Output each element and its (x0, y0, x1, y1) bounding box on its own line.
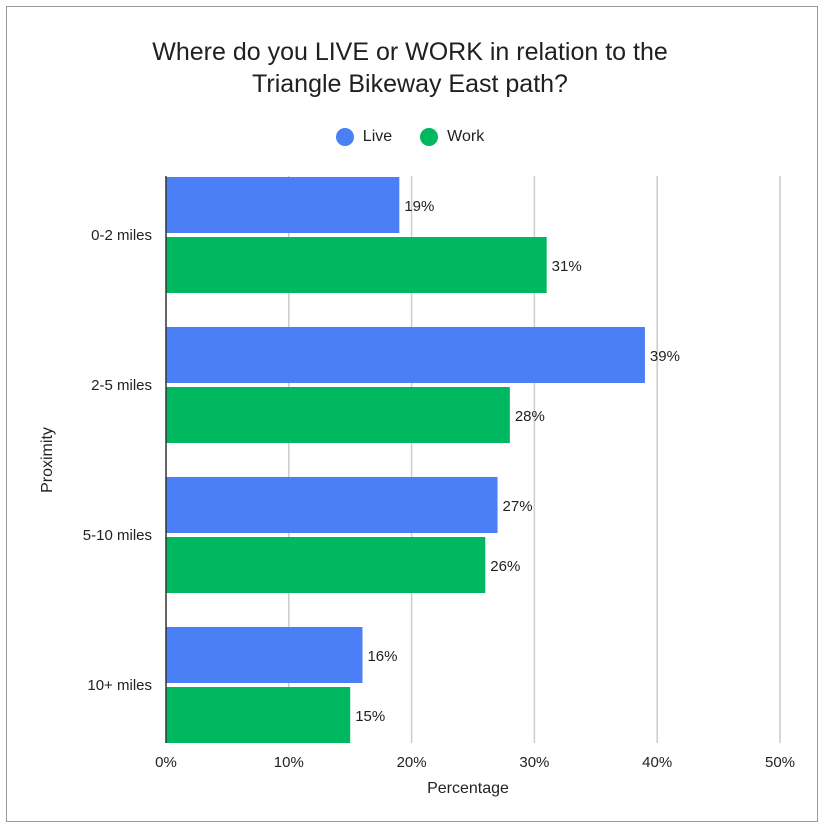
category-label-0: 0-2 miles (91, 227, 152, 244)
legend-label-live: Live (362, 128, 393, 145)
legend-item-work: Work (420, 128, 484, 146)
bar-work-1 (166, 387, 510, 443)
bar-live-1 (166, 327, 645, 383)
bar-live-3 (166, 627, 363, 683)
data-label-live-0: 19% (404, 198, 434, 215)
x-tick-label-10: 10% (274, 754, 304, 771)
data-label-live-2: 27% (503, 498, 533, 515)
legend-item-live: Live (335, 128, 393, 146)
chart-title: Where do you LIVE or WORK in relation to… (0, 36, 820, 100)
data-label-work-3: 15% (355, 708, 385, 725)
legend-swatch-live (335, 128, 354, 146)
data-label-work-2: 26% (490, 558, 520, 575)
category-label-1: 2-5 miles (91, 377, 152, 394)
data-label-work-1: 28% (515, 408, 545, 425)
data-label-work-0: 31% (552, 258, 582, 275)
bar-live-2 (166, 477, 498, 533)
x-tick-label-30: 30% (519, 754, 549, 771)
x-tick-label-50: 50% (765, 754, 795, 771)
y-axis-title: Proximity (39, 427, 56, 493)
data-label-live-1: 39% (650, 348, 680, 365)
legend-label-work: Work (447, 128, 485, 145)
category-label-2: 5-10 miles (83, 527, 152, 544)
chart-title-line-2: Triangle Bikeway East path? (252, 70, 568, 98)
legend-swatch-work (420, 128, 439, 146)
chart-title-line-1: Where do you LIVE or WORK in relation to… (152, 38, 668, 66)
bar-work-0 (166, 237, 547, 293)
bar-live-0 (166, 177, 400, 233)
x-tick-label-0: 0% (155, 754, 177, 771)
x-axis-title: Percentage (427, 780, 509, 797)
category-label-3: 10+ miles (87, 677, 152, 694)
x-tick-label-40: 40% (642, 754, 672, 771)
x-tick-label-20: 20% (397, 754, 427, 771)
bar-work-3 (166, 687, 351, 743)
chart-legend: Live Work (0, 128, 820, 146)
bar-work-2 (166, 537, 486, 593)
data-label-live-3: 16% (367, 648, 397, 665)
